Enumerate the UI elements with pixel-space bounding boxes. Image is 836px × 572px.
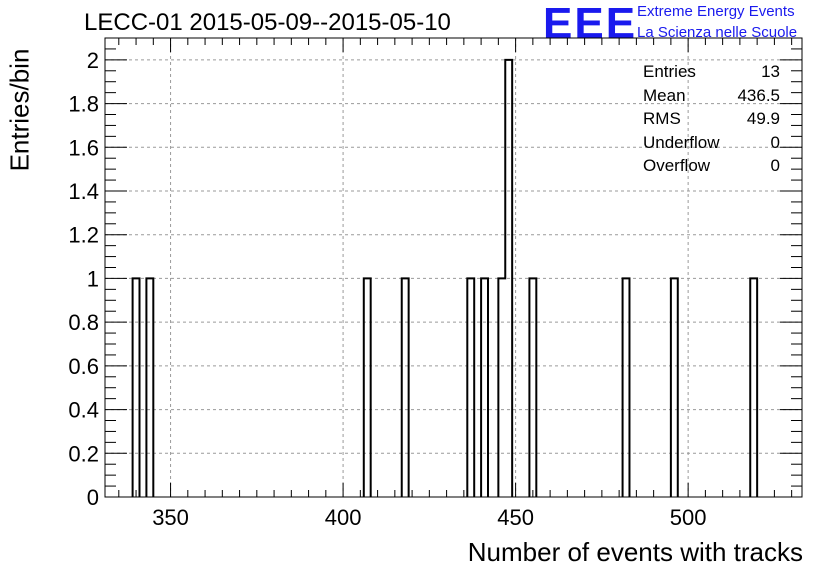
stat-row-overflow: Overflow 0 — [643, 154, 780, 178]
x-tick-label: 450 — [497, 505, 534, 530]
histogram-bin — [529, 278, 536, 497]
stat-row-underflow: Underflow 0 — [643, 131, 780, 155]
chart-title: LECC-01 2015-05-09--2015-05-10 — [84, 9, 451, 36]
logo-line-2: La Scienza nelle Scuole — [637, 24, 798, 41]
stat-row-rms: RMS 49.9 — [643, 107, 780, 131]
y-tick-label: 1.4 — [68, 179, 99, 204]
x-tick-label: 500 — [670, 505, 707, 530]
histogram-bin — [623, 278, 630, 497]
stat-value: 49.9 — [746, 109, 780, 128]
stat-label: Underflow — [643, 132, 720, 152]
histogram-line — [131, 58, 759, 497]
histogram-bin — [671, 278, 678, 497]
histogram-bin — [750, 278, 757, 497]
y-tick-label: 0.8 — [68, 310, 99, 335]
logo-line-1: Extreme Energy Events — [637, 3, 795, 20]
histogram-bin — [146, 278, 153, 497]
y-tick-label: 1 — [87, 266, 99, 291]
histogram-bin — [402, 278, 409, 497]
y-tick-label: 1.6 — [68, 135, 99, 160]
x-axis-label: Number of events with tracks — [467, 537, 803, 567]
stat-row-entries: Entries 13 — [643, 60, 780, 84]
histogram-bin — [467, 278, 474, 497]
stat-label: Entries — [643, 62, 696, 81]
histogram-bin — [364, 278, 371, 497]
y-tick-label: 0.4 — [68, 398, 99, 423]
stat-label: RMS — [643, 109, 681, 128]
stat-label: Overflow — [643, 156, 711, 175]
x-tick-label: 350 — [152, 505, 189, 530]
x-tick-label: 400 — [325, 505, 362, 530]
y-tick-label: 0.6 — [68, 354, 99, 379]
stat-value: 436.5 — [737, 85, 780, 105]
stat-label: Mean — [643, 85, 686, 105]
y-tick-label: 1.8 — [68, 92, 99, 117]
histogram-bin — [498, 278, 505, 497]
y-tick-label: 2 — [87, 48, 99, 73]
y-tick-label: 1.2 — [68, 223, 99, 248]
y-tick-label: 0.2 — [68, 441, 99, 466]
histogram-bin — [133, 278, 140, 497]
stat-value: 0 — [770, 156, 780, 175]
y-tick-label: 0 — [87, 485, 99, 510]
stats-box: Entries 13 Mean 436.5 RMS 49.9 Underflow… — [643, 60, 780, 178]
stat-row-mean: Mean 436.5 — [643, 84, 780, 108]
stat-value: 13 — [761, 62, 780, 81]
histogram-bin — [481, 278, 488, 497]
stat-value: 0 — [770, 132, 780, 152]
